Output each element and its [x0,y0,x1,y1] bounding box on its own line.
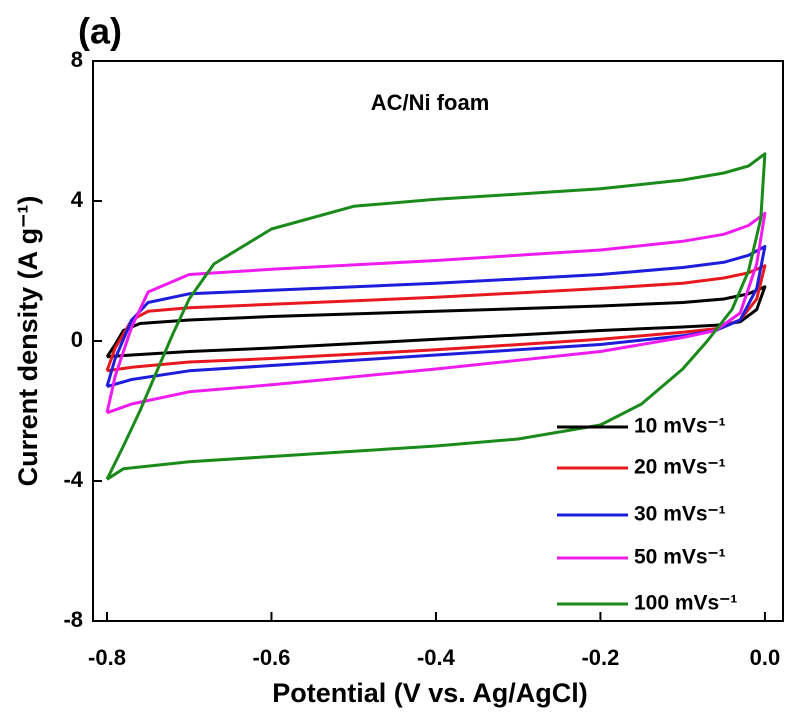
y-tick-label: -4 [63,467,83,492]
legend-label: 50 mVs⁻¹ [634,546,726,569]
chart-title: (a) [78,11,122,52]
data-line [105,245,767,388]
x-tick-label: -0.6 [253,645,291,670]
data-line [105,264,767,373]
legend-label: 20 mVs⁻¹ [634,456,726,479]
y-tick-label: 0 [71,327,83,352]
x-axis-label: Potential (V vs. Ag/AgCl) [272,678,588,708]
data-line [105,152,767,481]
x-tick-label: -0.8 [88,645,126,670]
legend-label: 30 mVs⁻¹ [634,503,726,526]
x-tick-label: 0.0 [750,645,781,670]
plot-frame [92,60,784,622]
x-tick-label: -0.4 [417,645,456,670]
y-tick-label: -8 [63,607,83,632]
y-tick-label: 4 [71,187,84,212]
data-line [105,211,767,415]
y-axis-label: Current density (A g⁻¹) [13,196,43,487]
legend-label: 100 mVs⁻¹ [634,592,737,615]
annotation: AC/Ni foam [371,90,490,115]
y-tick-label: 8 [71,47,83,72]
legend-label: 10 mVs⁻¹ [634,415,726,438]
x-tick-label: -0.2 [581,645,619,670]
